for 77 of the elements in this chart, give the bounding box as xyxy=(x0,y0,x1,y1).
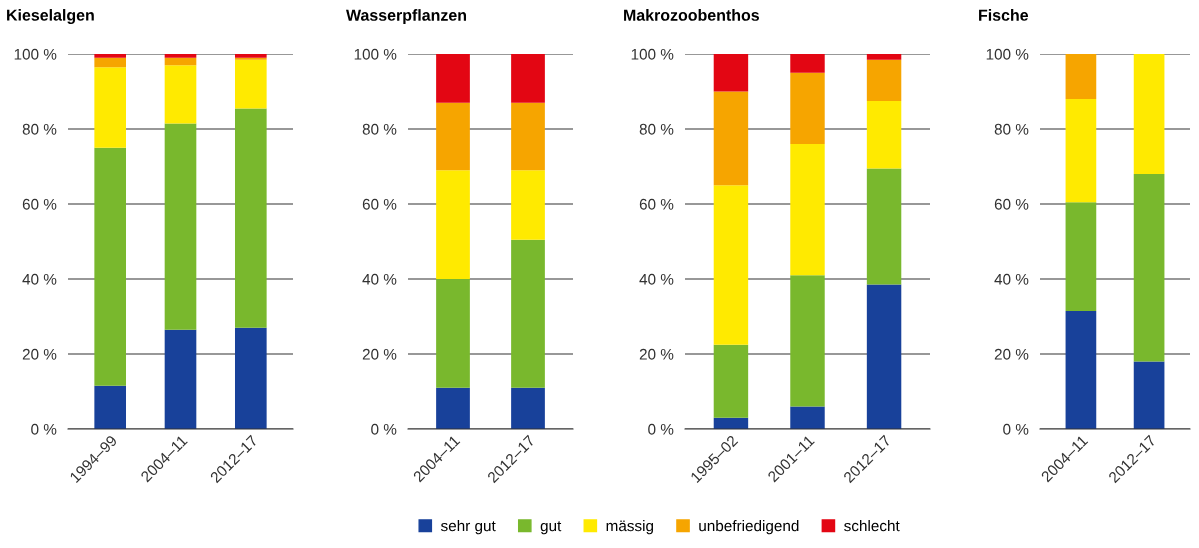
bar xyxy=(866,168,902,285)
bar xyxy=(1133,361,1165,429)
y-tick-label: 0 % xyxy=(31,423,57,435)
bar xyxy=(713,344,749,418)
bar xyxy=(164,123,197,330)
bar xyxy=(436,54,470,103)
bar xyxy=(1065,202,1097,311)
legend-label: sehr gut xyxy=(440,520,496,535)
bar xyxy=(436,102,470,171)
chart-title: Kieselalgen xyxy=(7,9,94,24)
y-tick-label: 40 % xyxy=(22,273,57,285)
bar xyxy=(790,72,825,144)
bar xyxy=(164,54,197,58)
bar xyxy=(713,54,749,92)
bar xyxy=(511,54,545,103)
bar xyxy=(790,54,825,73)
y-tick-label: 100 % xyxy=(354,48,397,60)
bar xyxy=(234,327,267,429)
y-tick-label: 60 % xyxy=(22,198,57,210)
bar xyxy=(713,185,749,345)
y-tick-label: 20 % xyxy=(639,348,674,360)
chart-title: Wasserpflanzen xyxy=(346,9,467,24)
y-tick-label: 20 % xyxy=(994,348,1029,360)
bar xyxy=(866,59,902,101)
y-tick-label: 60 % xyxy=(994,198,1029,210)
bar xyxy=(164,65,197,124)
y-tick-label: 60 % xyxy=(362,198,397,210)
bar xyxy=(1133,174,1165,362)
bar xyxy=(164,57,197,66)
bar xyxy=(436,170,470,279)
legend-label: unbefriedigend xyxy=(699,520,799,535)
bar xyxy=(1133,54,1165,174)
bar xyxy=(1065,99,1097,203)
bar xyxy=(866,54,902,60)
bar xyxy=(511,102,545,171)
y-tick-label: 100 % xyxy=(14,48,57,60)
bar xyxy=(866,100,902,169)
bar xyxy=(790,144,825,276)
bar xyxy=(436,279,470,388)
y-tick-label: 0 % xyxy=(371,423,397,435)
bar xyxy=(94,54,127,58)
y-tick-label: 20 % xyxy=(22,348,57,360)
y-tick-label: 0 % xyxy=(648,423,674,435)
bar xyxy=(234,59,267,109)
legend-label: mässig xyxy=(606,520,654,535)
y-tick-label: 0 % xyxy=(1003,423,1029,435)
chart-title: Makrozoobenthos xyxy=(624,9,759,21)
bar xyxy=(1065,54,1097,99)
bar xyxy=(866,284,902,429)
y-tick-label: 40 % xyxy=(362,273,397,285)
legend-label: gut xyxy=(540,521,562,535)
bar xyxy=(511,387,545,429)
bar xyxy=(164,329,197,429)
chart-title: Fische xyxy=(979,9,1029,21)
bar xyxy=(94,147,127,386)
y-tick-label: 80 % xyxy=(22,123,57,135)
legend-label: schlecht xyxy=(844,520,900,532)
y-tick-label: 80 % xyxy=(639,123,674,135)
bar xyxy=(1065,310,1097,429)
y-tick-label: 20 % xyxy=(362,348,397,360)
bar xyxy=(436,387,470,429)
y-tick-label: 80 % xyxy=(362,123,397,135)
bar xyxy=(790,406,825,429)
bar xyxy=(511,239,545,388)
y-tick-label: 60 % xyxy=(639,198,674,210)
bar xyxy=(511,170,545,240)
bar xyxy=(94,57,127,68)
bar xyxy=(790,275,825,407)
bar xyxy=(713,91,749,186)
y-tick-label: 100 % xyxy=(631,48,674,60)
y-tick-label: 100 % xyxy=(986,48,1029,60)
y-tick-label: 40 % xyxy=(994,273,1029,285)
y-tick-label: 80 % xyxy=(994,123,1029,135)
bar xyxy=(94,67,127,148)
bar xyxy=(94,385,127,429)
bar xyxy=(234,108,267,328)
y-tick-label: 40 % xyxy=(639,273,674,285)
